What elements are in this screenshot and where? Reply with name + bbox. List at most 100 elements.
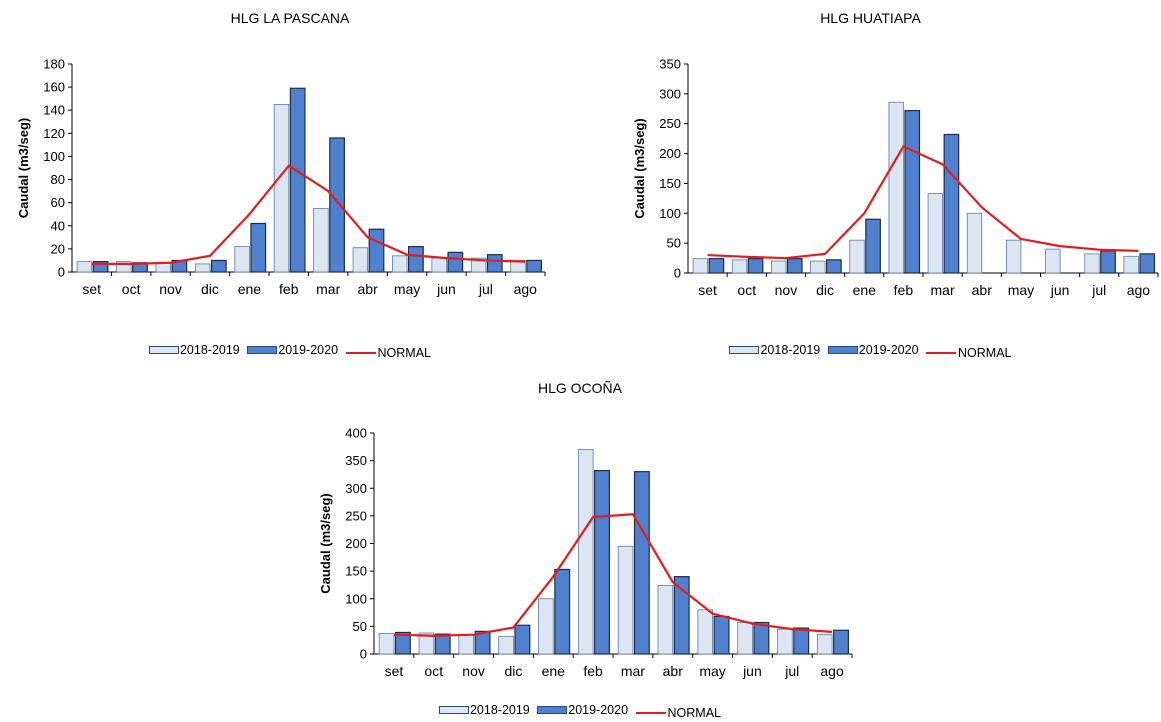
x-tick-label: mar <box>316 281 340 297</box>
x-tick-label: ene <box>238 281 262 297</box>
y-tick-label: 100 <box>345 591 367 606</box>
bar-2018-2019 <box>378 633 395 655</box>
x-tick-label: ago <box>1127 282 1151 298</box>
x-tick-label: dic <box>201 281 219 297</box>
chart-title: HLG HUATIAPA <box>820 10 921 26</box>
legend-item-2018-2019: 2018-2019 <box>729 343 820 357</box>
x-tick-label: jun <box>742 663 762 679</box>
bar-2018-2019 <box>392 255 408 273</box>
x-tick-label: feb <box>894 282 914 298</box>
y-axis-title: Caudal (m3/seg) <box>632 118 647 218</box>
bar-2019-2020 <box>447 251 464 273</box>
bar-2019-2020 <box>526 259 543 273</box>
chart-legend: 2018-2019 2019-2020 NORMAL <box>290 703 870 720</box>
x-tick-label: jun <box>1050 282 1070 298</box>
bar-2018-2019 <box>737 622 753 655</box>
bar-2019-2020 <box>554 568 571 655</box>
x-tick-label: set <box>82 281 101 297</box>
line-NORMAL <box>393 513 833 637</box>
y-axis-title: Caudal (m3/seg) <box>318 493 333 593</box>
y-tick-label: 150 <box>659 176 681 191</box>
bar-2019-2020 <box>1139 253 1156 274</box>
legend-label: NORMAL <box>958 346 1012 360</box>
bar-2018-2019 <box>76 261 93 273</box>
y-tick-label: 300 <box>659 86 681 101</box>
legend-swatch-2018-2019 <box>729 346 760 354</box>
bar-2019-2020 <box>514 624 531 655</box>
legend-item-2018-2019: 2018-2019 <box>438 703 530 717</box>
bar-2018-2019 <box>418 632 435 655</box>
bar-2018-2019 <box>617 545 634 655</box>
bar-2018-2019 <box>458 634 474 655</box>
x-tick-label: nov <box>159 281 182 297</box>
legend-item-normal: NORMAL <box>345 346 431 360</box>
y-tick-label: 150 <box>345 564 367 579</box>
x-tick-label: oct <box>122 281 141 297</box>
chart-legend: 2018-2019 2019-2020 NORMAL <box>0 343 580 360</box>
legend-item-normal: NORMAL <box>926 346 1012 360</box>
bar-2019-2020 <box>786 258 803 274</box>
legend-item-2019-2020: 2019-2020 <box>537 703 628 717</box>
bar-2018-2019 <box>771 260 787 274</box>
bar-2018-2019 <box>538 598 554 655</box>
x-tick-label: jul <box>1091 282 1106 298</box>
bar-2019-2020 <box>633 471 650 655</box>
x-tick-label: dic <box>816 282 834 298</box>
x-tick-label: feb <box>279 281 299 297</box>
y-tick-label: 0 <box>674 266 681 281</box>
bar-2018-2019 <box>657 585 674 655</box>
bar-2019-2020 <box>486 254 503 273</box>
bar-2019-2020 <box>673 576 690 655</box>
bar-2019-2020 <box>329 137 345 273</box>
bar-2018-2019 <box>1045 248 1061 274</box>
chart-plot: 0 50 100 150 200 250 300 350 400 Caudal (m3/seg) s… <box>318 426 853 679</box>
x-tick-label: set <box>385 663 404 679</box>
bar-2019-2020 <box>793 627 810 655</box>
y-tick-label: 80 <box>51 172 65 187</box>
bar-2019-2020 <box>826 259 842 274</box>
bar-2018-2019 <box>888 101 904 274</box>
y-tick-label: 350 <box>659 57 681 72</box>
x-tick-label: abr <box>663 663 684 679</box>
y-tick-label: 160 <box>43 80 65 95</box>
y-tick-label: 50 <box>667 236 681 251</box>
bar-2018-2019 <box>234 246 250 273</box>
x-tick-label: oct <box>737 282 756 298</box>
y-tick-label: 140 <box>43 103 65 118</box>
x-tick-label: ene <box>542 663 566 679</box>
chart-panel-huatiapa: HLG HUATIAPA 0 50 100 150 200 250 300 350 Caudal… <box>580 0 1161 360</box>
legend-swatch-normal <box>926 352 957 354</box>
legend-swatch-normal <box>345 352 376 354</box>
x-tick-label: ene <box>853 282 877 298</box>
x-tick-label: jul <box>784 663 799 679</box>
y-tick-label: 180 <box>43 57 65 72</box>
bar-2018-2019 <box>692 258 708 274</box>
legend-swatch-2019-2020 <box>537 706 568 714</box>
bar-2018-2019 <box>731 259 748 274</box>
bar-2019-2020 <box>1100 250 1116 274</box>
legend-swatch-normal <box>635 712 666 714</box>
bar-2019-2020 <box>747 258 764 274</box>
chart-legend: 2018-2019 2019-2020 NORMAL <box>580 343 1161 360</box>
bar-2019-2020 <box>368 228 385 273</box>
bar-2018-2019 <box>116 261 132 273</box>
line-NORMAL <box>91 164 526 266</box>
bar-2019-2020 <box>408 245 424 273</box>
bar-2019-2020 <box>394 631 411 655</box>
bar-2019-2020 <box>753 621 770 655</box>
bar-2018-2019 <box>313 208 329 273</box>
x-tick-label: dic <box>504 663 522 679</box>
bar-2019-2020 <box>434 633 451 655</box>
bar-2018-2019 <box>966 212 983 274</box>
legend-label: 2019-2020 <box>278 343 339 357</box>
y-tick-label: 100 <box>43 149 65 164</box>
y-axis-title: Caudal (m3/seg) <box>16 118 31 218</box>
bar-2019-2020 <box>943 133 960 274</box>
legend-item-normal: NORMAL <box>635 706 721 720</box>
bar-2018-2019 <box>577 449 594 655</box>
y-tick-label: 200 <box>345 536 367 551</box>
chart-title: HLG OCOÑA <box>537 380 622 396</box>
legend-swatch-2018-2019 <box>148 346 179 354</box>
legend-swatch-2018-2019 <box>438 706 469 714</box>
legend-label: NORMAL <box>667 706 721 720</box>
